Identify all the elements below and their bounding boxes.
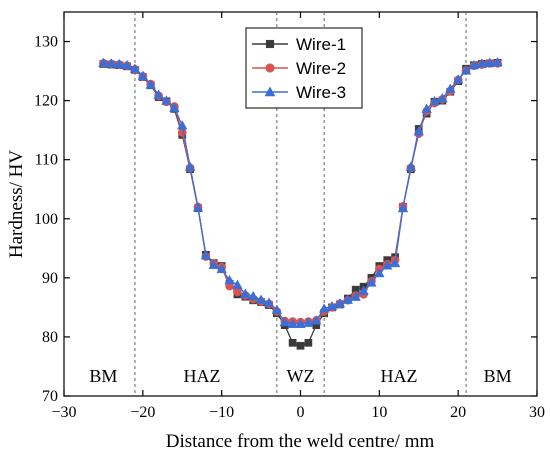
series-3-point-28: [318, 303, 330, 313]
series-3-point-17: [232, 279, 243, 290]
series-3-point-8: [161, 95, 172, 105]
series-3-point-23: [279, 316, 290, 327]
series-3: [98, 56, 503, 329]
x-tick-label-5: 20: [450, 404, 466, 421]
x-axis-title: Distance from the weld centre/ mm: [166, 431, 435, 452]
region-label-3: HAZ: [381, 366, 418, 386]
series-3-point-7: [153, 89, 164, 99]
series-3-point-48: [476, 58, 488, 68]
series-3-point-38: [397, 202, 409, 213]
series-3-point-40: [413, 126, 424, 136]
region-label-2: WZ: [287, 366, 315, 386]
series-3-point-44: [445, 83, 456, 93]
series-3-point-15: [216, 263, 227, 274]
y-tick-label-3: 100: [34, 211, 58, 228]
series-3-point-5: [137, 70, 149, 80]
series-3-point-27: [311, 315, 322, 325]
series-3-point-37: [389, 257, 401, 268]
series-3-point-39: [405, 161, 417, 171]
series-3-point-35: [374, 267, 385, 278]
y-tick-label-5: 120: [34, 93, 58, 110]
series-3-point-47: [468, 59, 480, 70]
series-3-point-24: [287, 318, 298, 329]
legend-marker-3: [264, 86, 276, 97]
series-3-point-13: [200, 250, 212, 260]
y-axis-title: Hardness/ HV: [6, 150, 27, 258]
series-3-point-16: [224, 274, 235, 285]
series-layer: [98, 56, 503, 350]
series-3-point-32: [350, 291, 361, 301]
region-label-0: BM: [89, 366, 117, 386]
series-3-point-4: [129, 63, 141, 73]
series-3-point-43: [437, 92, 448, 103]
series-3-point-14: [208, 259, 220, 269]
series-3-point-22: [271, 304, 283, 314]
x-tick-label-6: 30: [529, 404, 545, 421]
x-tick-label-0: −30: [51, 404, 76, 421]
x-tick-label-1: −20: [130, 404, 155, 421]
series-2-point-10: [177, 128, 187, 137]
series-3-point-42: [429, 95, 440, 106]
series-3-point-25: [295, 318, 306, 329]
series-1-point-25: [296, 341, 305, 350]
series-3-point-9: [169, 102, 180, 112]
series-3-point-6: [145, 79, 156, 89]
region-boundaries: [134, 12, 467, 396]
series-3-point-31: [342, 294, 354, 304]
series-3-point-34: [366, 277, 377, 287]
series-3-point-21: [263, 297, 275, 307]
series-3-point-18: [240, 288, 251, 298]
series-3-point-45: [452, 74, 464, 84]
series-3-point-30: [334, 297, 346, 308]
series-1-point-26: [304, 338, 313, 347]
axis-ticks: −30 −20 −10 0 10 20 30 70 80 90 100 110 120 130: [34, 12, 545, 421]
series-3-point-46: [460, 65, 472, 75]
x-tick-label-4: 10: [371, 404, 387, 421]
x-tick-label-3: 0: [297, 404, 305, 421]
legend-marker-1: [265, 39, 275, 49]
region-label-4: BM: [484, 366, 512, 386]
series-2-point-17: [233, 287, 242, 297]
region-labels: BM HAZ WZ HAZ BM: [89, 366, 511, 386]
series-3-point-0: [98, 57, 109, 67]
y-tick-label-2: 90: [42, 270, 58, 287]
series-1-point-24: [288, 338, 297, 347]
series-3-point-26: [303, 317, 314, 327]
series-3-point-36: [381, 260, 393, 270]
y-tick-label-0: 70: [42, 388, 58, 405]
series-3-point-29: [326, 300, 338, 311]
series-3-point-12: [192, 202, 204, 212]
series-3-point-41: [421, 103, 432, 113]
series-3-point-33: [358, 285, 369, 295]
legend: Wire-1 Wire-2 Wire-3: [245, 27, 363, 109]
series-3-point-11: [184, 161, 196, 171]
series-3-point-19: [247, 290, 259, 301]
series-3-point-3: [121, 59, 133, 70]
legend-label-2: Wire-2: [296, 59, 346, 78]
legend-marker-2: [265, 63, 275, 73]
y-tick-label-1: 80: [42, 329, 58, 346]
legend-label-3: Wire-3: [296, 83, 346, 102]
series-3-point-50: [492, 56, 503, 67]
legend-label-1: Wire-1: [296, 35, 346, 54]
y-tick-label-6: 130: [34, 34, 58, 51]
region-label-1: HAZ: [183, 366, 220, 386]
series-3-point-1: [106, 58, 117, 68]
y-tick-label-4: 110: [35, 152, 58, 169]
x-tick-label-2: −10: [209, 404, 234, 421]
series-3-point-10: [177, 120, 188, 130]
series-3-point-49: [484, 57, 495, 67]
series-3-point-2: [113, 58, 125, 69]
series-3-point-20: [255, 294, 267, 304]
